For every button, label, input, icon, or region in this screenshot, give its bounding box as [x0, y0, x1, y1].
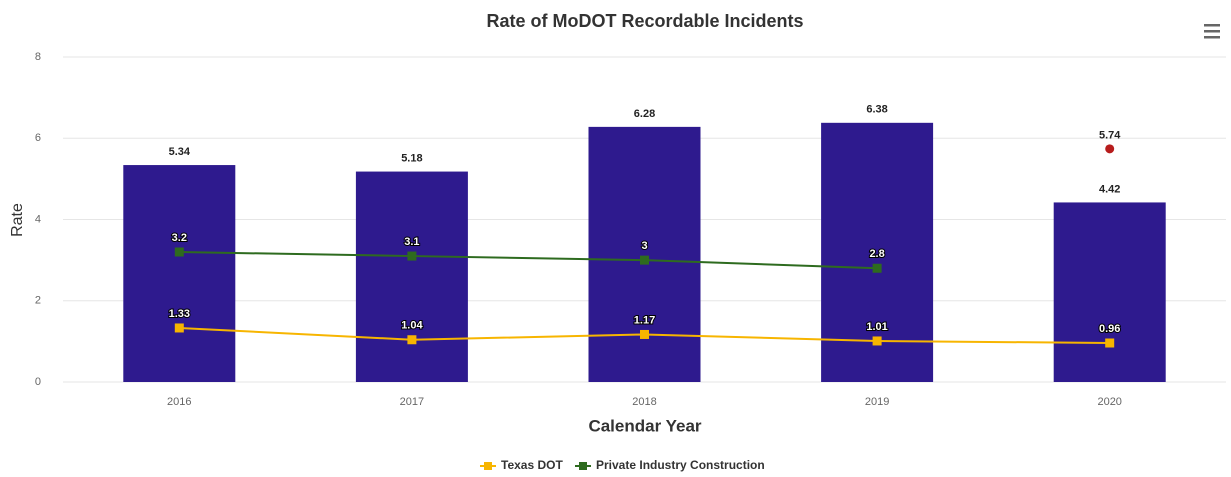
line-marker	[872, 263, 882, 273]
bar-label: 6.38	[866, 104, 887, 116]
bar-label: 6.28	[634, 108, 655, 120]
line-marker	[872, 336, 882, 346]
line-marker	[640, 329, 649, 339]
legend-label: Private Industry Construction	[596, 458, 765, 472]
line-label: 3	[641, 240, 647, 252]
menu-bar	[1204, 30, 1220, 33]
point-label: 5.74	[1099, 130, 1121, 142]
y-tick-label: 4	[35, 213, 41, 225]
menu-button[interactable]	[1200, 20, 1224, 42]
line-marker	[174, 247, 184, 257]
x-tick-label: 2018	[632, 396, 656, 408]
line-marker	[174, 323, 184, 333]
legend-item: Private Industry Construction	[575, 458, 765, 472]
bar-label: 5.18	[401, 152, 422, 164]
legend-label: Texas DOT	[501, 458, 563, 472]
line-label: 3.2	[172, 232, 187, 244]
line-label: 1.33	[169, 308, 190, 320]
chart-title: Rate of MoDOT Recordable Incidents	[486, 11, 803, 31]
line-label: 1.17	[634, 314, 655, 326]
y-tick-label: 2	[35, 295, 41, 307]
menu-bar	[1204, 36, 1220, 39]
legend-marker	[484, 462, 492, 470]
x-tick-label: 2017	[400, 396, 424, 408]
x-tick-label: 2020	[1097, 396, 1121, 408]
y-tick-label: 6	[35, 132, 41, 144]
x-tick-label: 2016	[167, 396, 191, 408]
line-marker	[407, 335, 417, 345]
menu-bar	[1204, 24, 1220, 27]
line	[179, 251, 878, 270]
bar	[123, 165, 236, 382]
bar	[355, 171, 468, 382]
x-axis-title: Calendar Year	[588, 416, 701, 435]
bar	[1053, 202, 1166, 382]
line-label: 2.8	[869, 248, 884, 260]
line-label: 3.1	[404, 236, 419, 248]
bar-label: 5.34	[169, 146, 191, 158]
bar-label: 4.42	[1099, 183, 1120, 195]
y-tick-label: 8	[35, 51, 41, 63]
line-label: 1.01	[866, 321, 887, 333]
point	[1105, 144, 1115, 154]
y-tick-label: 0	[35, 376, 41, 388]
legend-marker	[579, 462, 587, 470]
y-axis-title: Rate	[9, 203, 26, 237]
line-marker	[640, 255, 649, 265]
bar	[588, 126, 701, 382]
line-label: 0.96	[1099, 323, 1120, 335]
line-marker	[407, 251, 417, 261]
legend-item: Texas DOT	[480, 458, 563, 472]
x-tick-label: 2019	[865, 396, 889, 408]
line-marker	[1105, 338, 1115, 348]
line-label: 1.04	[401, 320, 423, 332]
